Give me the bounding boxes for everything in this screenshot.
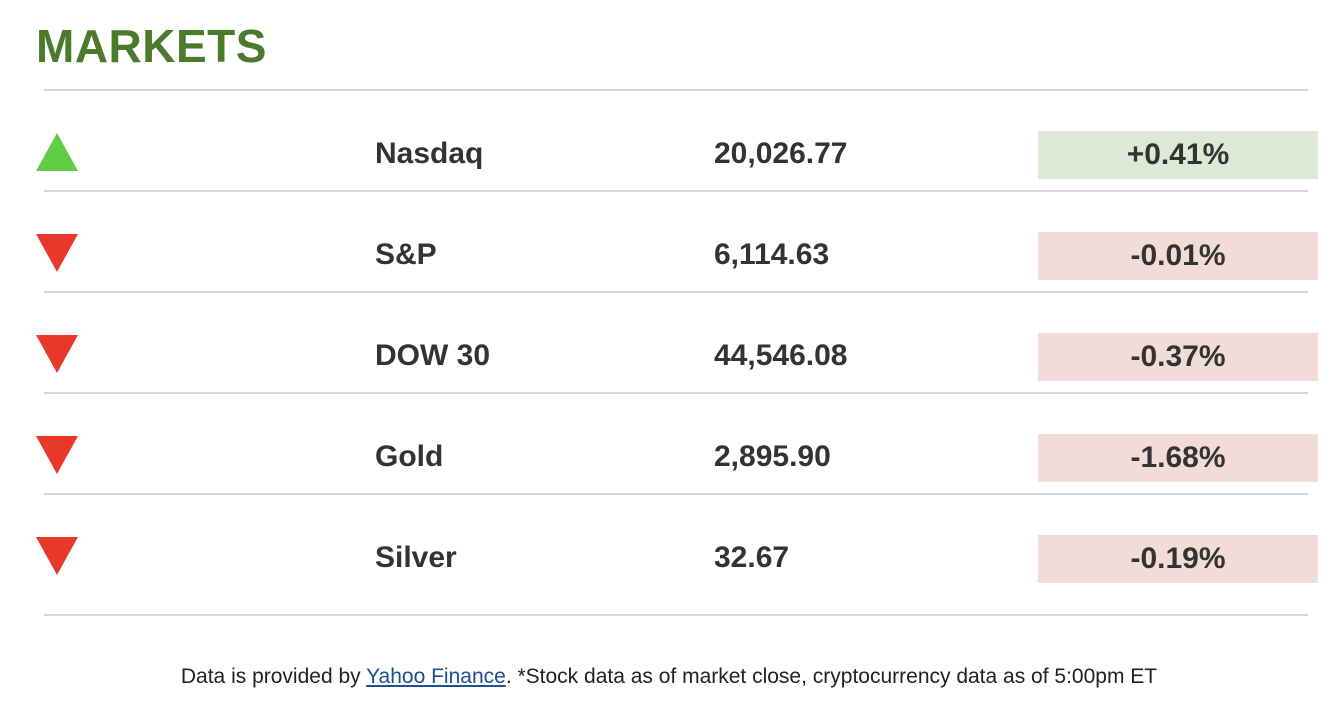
data-attribution: Data is provided by Yahoo Finance. *Stoc…: [0, 664, 1338, 690]
triangle-down-icon: [36, 234, 78, 272]
market-name: Gold: [375, 440, 444, 473]
market-name: S&P: [375, 238, 437, 271]
attribution-suffix: . *Stock data as of market close, crypto…: [505, 665, 1158, 688]
market-value: 20,026.77: [714, 137, 848, 170]
market-change-badge: -0.19%: [1038, 535, 1318, 583]
table-row: Gold 2,895.90 -1.68%: [36, 394, 1318, 495]
table-row: DOW 30 44,546.08 -0.37%: [36, 293, 1318, 394]
triangle-down-icon: [36, 436, 78, 474]
attribution-prefix: Data is provided by: [180, 665, 367, 688]
table-row: Nasdaq 20,026.77 +0.41%: [36, 91, 1318, 192]
triangle-down-icon: [36, 537, 78, 575]
market-name: Silver: [375, 541, 457, 574]
market-value: 32.67: [714, 541, 790, 574]
market-change-badge: -0.01%: [1038, 232, 1318, 280]
table-row: Silver 32.67 -0.19%: [36, 495, 1318, 616]
markets-table: Nasdaq 20,026.77 +0.41% S&P 6,114.63 -0.…: [36, 89, 1318, 616]
market-name: DOW 30: [375, 339, 491, 372]
market-change-badge: -0.37%: [1038, 333, 1318, 381]
yahoo-finance-link[interactable]: Yahoo Finance: [366, 665, 506, 688]
triangle-up-icon: [36, 133, 78, 171]
market-name: Nasdaq: [375, 137, 484, 170]
table-row: S&P 6,114.63 -0.01%: [36, 192, 1318, 293]
market-change-badge: +0.41%: [1038, 131, 1318, 179]
market-value: 44,546.08: [714, 339, 848, 372]
market-value: 6,114.63: [714, 238, 830, 271]
market-value: 2,895.90: [714, 440, 831, 473]
page-title: MARKETS: [36, 20, 267, 72]
market-change-badge: -1.68%: [1038, 434, 1318, 482]
triangle-down-icon: [36, 335, 78, 373]
